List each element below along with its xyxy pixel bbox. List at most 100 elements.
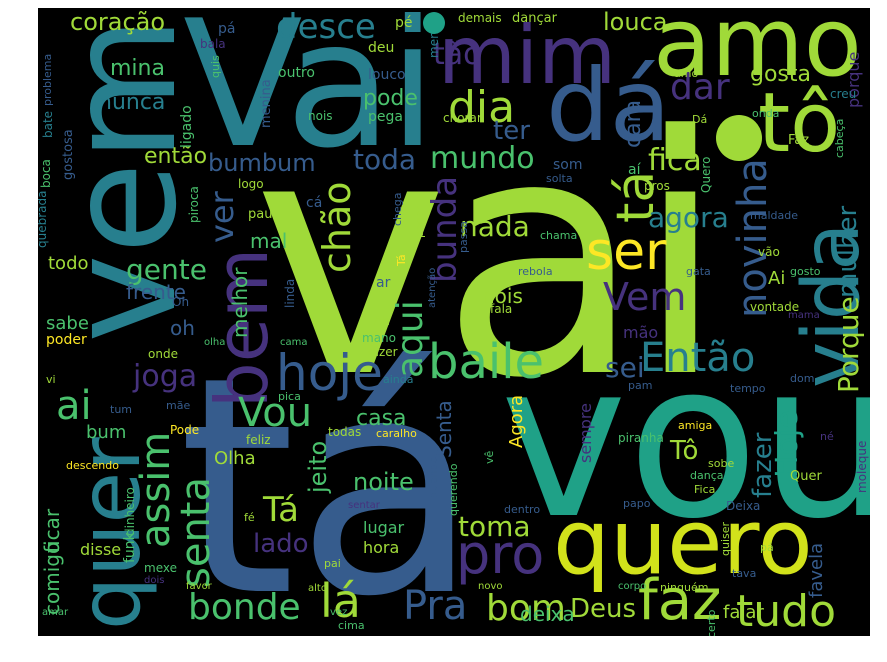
word-Vai: Vai [183, 8, 437, 187]
word-vao: vão [758, 245, 780, 259]
word-som: som [553, 157, 583, 173]
word-sempre: sempre [576, 403, 595, 463]
word-To2: Tô [670, 436, 699, 466]
word-senta: senta [173, 477, 219, 588]
word-amar: amar [42, 607, 69, 618]
word-dia: dia [448, 82, 516, 133]
word-agora: agora [648, 201, 729, 234]
word-Ta2: Tá [263, 490, 299, 530]
word-ar: ar [376, 275, 391, 291]
word-certo: certo [705, 609, 718, 636]
word-papo: papo [623, 497, 651, 510]
word-gata: gata [686, 265, 711, 278]
word-ve: vê [483, 450, 496, 464]
word-demais: demais [458, 11, 502, 25]
word-quiser: quiser [719, 521, 732, 556]
word-tava: tava [732, 567, 757, 580]
word-bate: bate [41, 110, 55, 138]
word-outro: outro [278, 65, 315, 81]
word-cloud: vai tá vou Vai vem amor mim dá tô quero … [38, 8, 870, 636]
word-Vou: Vou [238, 390, 313, 436]
word-Pode: Pode [170, 423, 200, 437]
word-sei: sei [605, 351, 645, 384]
word-pros: pros [644, 179, 670, 193]
word-sobe: sobe [708, 457, 735, 470]
word-ta: tá [178, 313, 480, 637]
word-pro: pro [456, 523, 545, 586]
word-gosta: gosta [750, 62, 811, 87]
word-solta: solta [546, 172, 573, 185]
word-pau: pau [248, 207, 273, 222]
word-louca: louca [603, 8, 668, 36]
word-mama: mama [788, 310, 820, 321]
word-deu: deu [368, 40, 395, 56]
word-bom: bom [486, 588, 566, 629]
word-assim: assim [133, 431, 179, 548]
word-ligado: ligado [179, 105, 195, 148]
word-feliz: feliz [246, 433, 271, 447]
word-gente: gente [126, 253, 207, 286]
word-chama: chama [540, 229, 578, 242]
word-casa: casa [356, 406, 407, 431]
word-dinheiro: dinheiro [123, 487, 137, 536]
word-nois2: nois [308, 109, 333, 123]
word-tao: tão [433, 37, 482, 72]
word-Ta3: Tá [395, 254, 408, 266]
word-Quer: Quer [790, 469, 822, 484]
word-dar: dar [670, 67, 730, 108]
word-fe: fé [244, 511, 255, 524]
word-Pra: Pra [403, 583, 468, 629]
word-louco: louco [368, 67, 406, 83]
word-Quero: Quero [699, 156, 713, 193]
word-noite: noite [353, 468, 414, 496]
word-ne: né [820, 430, 834, 443]
word-mim: mim [438, 9, 617, 102]
word-linda: linda [283, 278, 297, 308]
word-oh: oh [170, 316, 195, 340]
word-frente: frente [126, 280, 186, 304]
word-sabe: sabe [46, 313, 89, 334]
word-passa: passa [457, 221, 470, 253]
word-caralho: caralho [376, 427, 417, 440]
word-pam: pam [628, 379, 653, 392]
word-Da2: Dá [692, 113, 708, 126]
word-vez: vez [330, 607, 348, 618]
word-pa2: pá [760, 541, 774, 554]
word-desce: desce [276, 8, 376, 47]
word-novo: novo [478, 581, 503, 592]
word-cima: cima [338, 619, 365, 632]
word-mulher: mulher [833, 205, 863, 298]
word-vontade: vontade [750, 300, 800, 314]
word-fica: fica [648, 143, 702, 178]
word-poder: poder [46, 332, 87, 348]
word-quebrada: quebrada [38, 190, 49, 248]
word-gosto: gosto [790, 265, 821, 278]
word-la: lá [320, 574, 361, 628]
word-Agora: Agora [506, 394, 527, 448]
word-nois: nóis [482, 284, 523, 308]
word-quis: quis [209, 55, 222, 78]
word-toma: toma [458, 510, 531, 543]
word-favela: favela [806, 542, 827, 598]
word-querendo: querendo [447, 463, 460, 516]
word-corpo: corpo [618, 581, 647, 592]
word-pegar: pegar [413, 206, 426, 238]
word-dancar: dançar [512, 11, 557, 26]
word-jeito: jeito [304, 440, 332, 493]
word-baile: baile [428, 334, 545, 390]
word-cara: cara [621, 99, 646, 148]
word-moleque: moleque [855, 440, 869, 493]
word-tudo: tudo [736, 586, 836, 636]
word-cama: cama [280, 337, 308, 348]
word-pode: pode [363, 86, 418, 111]
word-novinha: novinha [730, 158, 776, 318]
word-atencao: atenção [427, 267, 438, 308]
word-ter: ter [493, 116, 530, 146]
word-to: tô [758, 76, 841, 171]
word-Deus: Deus [570, 594, 637, 624]
word-onda: onda [752, 107, 780, 120]
word-pega: pega [368, 109, 403, 125]
word-quero: quero [553, 490, 813, 595]
word-gostosa: gostosa [61, 129, 76, 180]
word-Ai: Ai [768, 268, 786, 289]
